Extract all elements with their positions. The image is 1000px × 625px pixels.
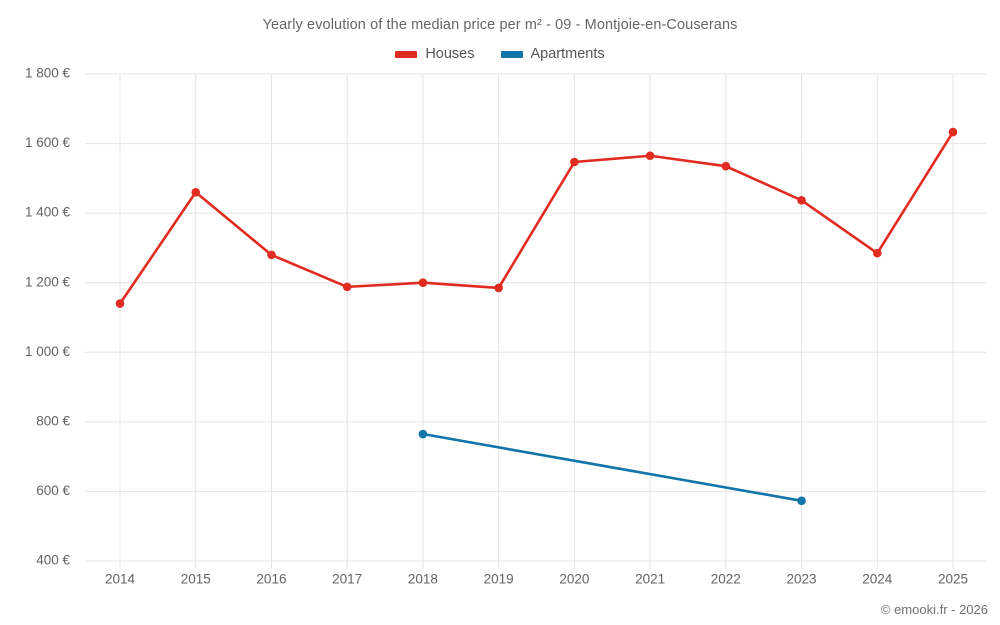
x-axis-label: 2025 [938,572,968,587]
data-point-houses[interactable] [267,250,276,260]
legend-swatch-apartments [500,50,523,58]
x-axis-ticks [119,561,954,569]
x-axis-tick-labels: 2014 2015 2016 2017 2018 2019 2020 2021 2022 2023… [105,572,968,587]
data-point-houses[interactable] [797,195,806,205]
x-axis-label: 2014 [105,572,136,587]
data-point-houses[interactable] [645,151,655,161]
x-axis-label: 2024 [862,572,893,587]
legend-label-houses: Houses [425,46,475,62]
y-axis-label: 1 800 € [25,66,71,81]
data-point-houses[interactable] [418,278,428,288]
data-point-houses[interactable] [721,161,731,171]
data-point-houses[interactable] [115,299,125,308]
y-axis-label: 1 000 € [25,344,71,359]
horizontal-gridlines [85,73,986,562]
y-axis-label: 1 600 € [25,135,71,150]
chart-title: Yearly evolution of the median price per… [262,17,738,33]
data-point-houses[interactable] [494,283,503,293]
y-axis-label: 600 € [36,483,70,498]
x-axis-label: 2015 [181,572,211,587]
x-axis-label: 2017 [332,572,362,587]
chart-legend: Houses Apartments [0,46,1000,62]
x-axis-label: 2019 [484,572,514,587]
x-axis-label: 2018 [408,572,438,587]
x-axis-label: 2023 [787,572,817,587]
series-lines [118,130,955,503]
y-axis-label: 1 400 € [25,205,71,220]
legend-label-apartments: Apartments [530,46,605,62]
legend-item-houses[interactable]: Houses [395,46,475,62]
copyright-notice: © emooki.fr - 2026 [880,602,988,617]
data-point-houses[interactable] [191,187,201,197]
x-axis-label: 2016 [256,572,286,587]
data-point-houses[interactable] [872,248,882,258]
data-point-houses[interactable] [342,282,352,292]
y-axis-label: 400 € [36,553,70,568]
legend-item-apartments[interactable]: Apartments [500,46,605,62]
vertical-gridlines [119,74,954,561]
y-axis-tick-labels: 400 € 600 € 800 € 1 000 € 1 200 € 1 400 € 1 60… [25,66,71,568]
data-point-houses[interactable] [570,157,579,167]
series-line-houses [118,130,955,305]
series-points [115,127,958,506]
data-point-houses[interactable] [948,127,958,137]
y-axis-label: 800 € [36,413,70,428]
data-point-apartments[interactable] [418,429,428,439]
legend-swatch-houses [395,50,418,58]
x-axis-label: 2022 [711,572,741,587]
x-axis-label: 2020 [559,572,589,587]
x-axis-label: 2021 [635,572,665,587]
y-axis-label: 1 200 € [25,274,71,289]
data-point-apartments[interactable] [797,496,806,506]
series-line-apartments [421,432,803,503]
